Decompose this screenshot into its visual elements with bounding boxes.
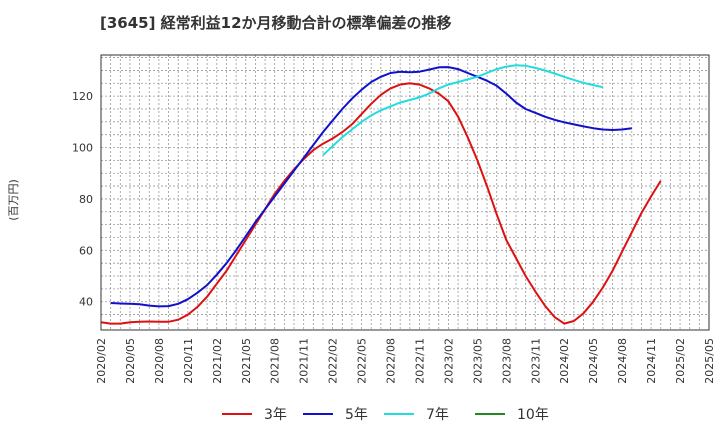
legend-item: 5年 — [303, 407, 368, 423]
x-tick-label: 2020/11 — [182, 338, 195, 384]
x-tick-label: 2025/05 — [703, 338, 716, 384]
series-line-5年 — [110, 66, 632, 308]
x-tick-label: 2023/08 — [500, 338, 513, 384]
y-tick-label: 60 — [79, 244, 93, 257]
series-lines — [100, 64, 662, 325]
x-tick-label: 2023/11 — [529, 338, 542, 384]
legend-label: 10年 — [517, 407, 549, 423]
x-tick-label: 2020/08 — [153, 338, 166, 384]
x-tick-label: 2021/08 — [269, 338, 282, 384]
legend-item: 10年 — [475, 407, 549, 423]
grid-lines — [101, 55, 709, 330]
series-line-7年 — [322, 64, 604, 156]
y-tick-labels: 40 60 80 100 120 — [72, 90, 93, 309]
x-tick-label: 2024/05 — [587, 338, 600, 384]
y-tick-label: 100 — [72, 142, 93, 155]
plot-frame — [100, 54, 710, 331]
legend-item: 3年 — [222, 407, 287, 423]
legend-label: 5年 — [345, 407, 368, 423]
y-tick-label: 40 — [79, 296, 93, 309]
x-tick-label: 2025/02 — [674, 338, 687, 384]
x-tick-label: 2022/08 — [385, 338, 398, 384]
legend-label: 7年 — [426, 407, 449, 423]
y-tick-label: 80 — [79, 193, 93, 206]
x-tick-label: 2021/05 — [240, 338, 253, 384]
x-tick-label: 2022/11 — [413, 338, 426, 384]
x-tick-label: 2020/02 — [95, 338, 108, 384]
x-tick-label: 2021/11 — [298, 338, 311, 384]
x-tick-labels: 2020/02 2020/05 2020/08 2020/11 2021/02 2021/… — [95, 338, 716, 384]
x-tick-label: 2023/05 — [471, 338, 484, 384]
legend-label: 3年 — [264, 407, 287, 423]
x-tick-label: 2022/02 — [327, 338, 340, 384]
x-tick-label: 2020/05 — [124, 338, 137, 384]
x-tick-label: 2023/02 — [442, 338, 455, 384]
x-tick-label: 2024/02 — [558, 338, 571, 384]
legend-item: 7年 — [384, 407, 449, 423]
y-axis-label: (百万円) — [7, 179, 20, 221]
x-tick-label: 2021/02 — [211, 338, 224, 384]
x-tick-label: 2024/08 — [616, 338, 629, 384]
series-line-3年 — [100, 82, 662, 325]
x-tick-label: 2022/05 — [356, 338, 369, 384]
chart-title: [3645] 経常利益12か月移動合計の標準偏差の推移 — [100, 14, 452, 32]
legend: 3年 5年 7年 10年 — [222, 407, 549, 423]
x-tick-label: 2024/11 — [645, 338, 658, 384]
y-tick-label: 120 — [72, 90, 93, 103]
